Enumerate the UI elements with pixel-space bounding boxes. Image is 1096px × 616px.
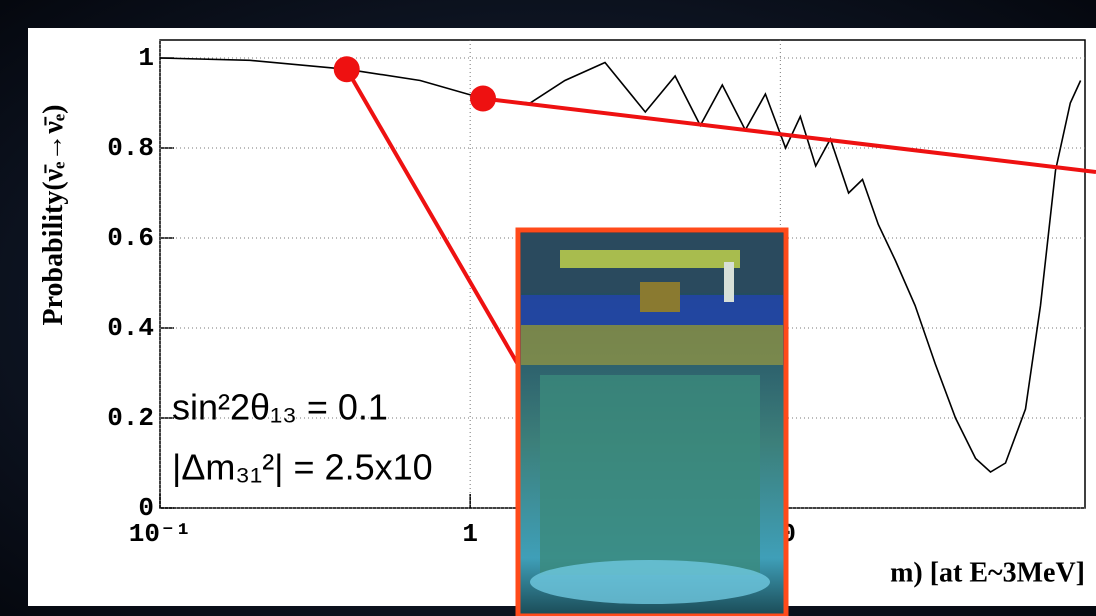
x-tick-label: 1 — [462, 519, 478, 549]
y-tick-label: 0.6 — [107, 223, 154, 253]
annotation: |Δm₃₁²| = 2.5x10 — [172, 447, 433, 488]
callout-line — [482, 96, 1096, 174]
y-tick-label: 1 — [138, 43, 154, 73]
annotation: sin²2θ₁₃ = 0.1 — [172, 387, 388, 428]
marker — [333, 56, 360, 83]
x-tick-label: 10⁻¹ — [129, 519, 191, 549]
marker — [470, 85, 497, 112]
callout-line — [345, 68, 522, 370]
line-series — [159, 57, 1082, 473]
y-tick-label: 0.4 — [107, 313, 154, 343]
callouts — [333, 56, 1096, 370]
y-axis-label: Probability(ν̄ₑ→ν̄ₑ) — [38, 105, 69, 326]
y-tick-label: 0 — [138, 493, 154, 523]
y-tick-label: 0.8 — [107, 133, 154, 163]
detector-image — [515, 227, 789, 616]
y-tick-label: 0.2 — [107, 403, 154, 433]
x-axis-label: m) [at E~3MeV] — [890, 557, 1085, 588]
